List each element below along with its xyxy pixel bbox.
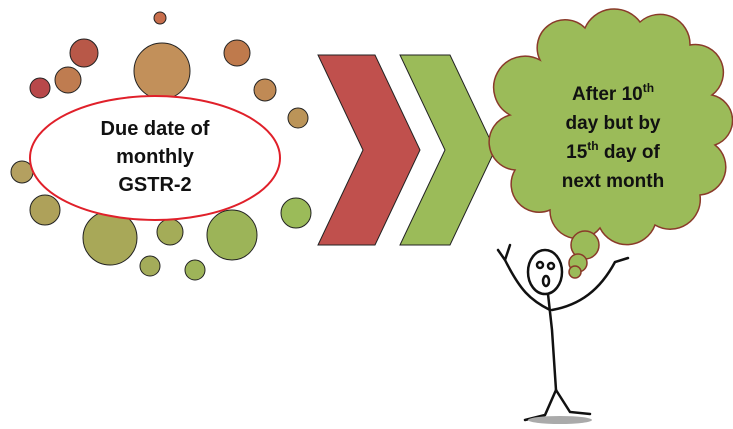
cloud-line: 15th day of — [566, 139, 660, 163]
text-segment: 15 — [566, 142, 588, 163]
cloud-line: After 10th — [572, 81, 654, 105]
text-segment: After 10 — [572, 84, 643, 105]
text-segment: day of — [599, 142, 661, 163]
shadow — [528, 416, 592, 424]
text-segment: day but by — [565, 113, 660, 134]
label-line: GSTR-2 — [118, 174, 191, 196]
chevron-red — [318, 55, 420, 245]
label-line: Due date of — [101, 118, 210, 140]
cloud-line: next month — [562, 171, 664, 192]
superscript: th — [643, 81, 654, 95]
text-segment: next month — [562, 171, 664, 192]
cloud-line: day but by — [565, 113, 660, 134]
thought-bubbles — [569, 231, 599, 278]
superscript: th — [587, 139, 598, 153]
diagram: Due date ofmonthlyGSTR-2 After 10thday b… — [0, 0, 733, 429]
label-line: monthly — [116, 146, 195, 168]
stick-figure — [498, 245, 628, 420]
